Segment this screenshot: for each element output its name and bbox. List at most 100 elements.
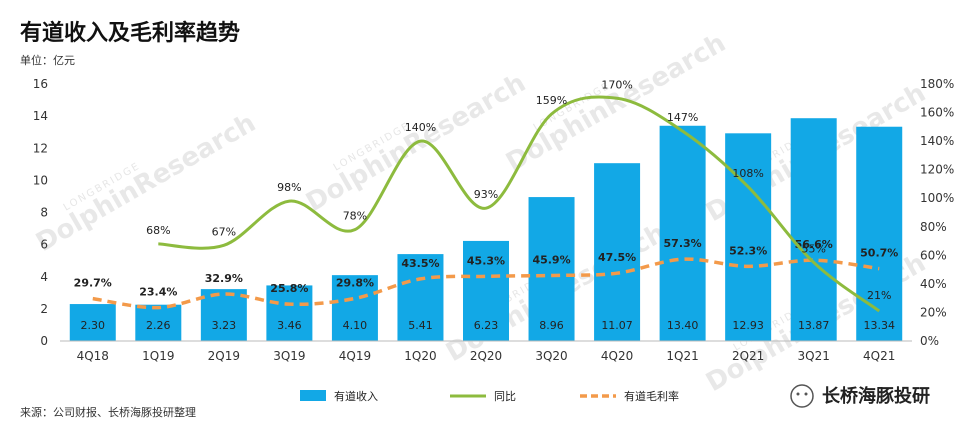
margin-value-label: 57.3%	[664, 237, 702, 250]
y-left-tick-label: 10	[33, 173, 48, 187]
yoy-value-label: 55%	[801, 242, 825, 255]
bar	[594, 163, 641, 341]
margin-value-label: 45.9%	[532, 253, 570, 266]
yoy-value-label: 21%	[867, 289, 891, 302]
bar-value-label: 3.46	[277, 319, 302, 332]
x-tick-label: 1Q19	[142, 349, 174, 363]
legend: 有道收入 同比 有道毛利率	[300, 389, 679, 403]
y-right-tick-label: 0%	[920, 334, 939, 348]
x-tick-label: 3Q20	[535, 349, 567, 363]
bar	[397, 254, 444, 341]
x-tick-label: 2Q21	[732, 349, 764, 363]
chart-title: 有道收入及毛利率趋势	[20, 20, 240, 46]
bar	[725, 133, 772, 341]
yoy-value-label: 93%	[474, 188, 498, 201]
legend-label-margin: 有道毛利率	[624, 389, 679, 403]
y-left-tick-label: 8	[40, 206, 48, 220]
yoy-value-label: 108%	[732, 167, 763, 180]
x-tick-label: 4Q18	[77, 349, 109, 363]
brand-icon-eye	[804, 392, 808, 396]
bar-value-label: 11.07	[601, 319, 633, 332]
gross-margin-line: 29.7% 23.4% 32.9% 25.8% 29.8% 43.5% 45.3% 45.9%…	[74, 237, 898, 310]
source-note: 来源：公司财报、长桥海豚投研整理	[20, 405, 196, 419]
bar-value-label: 3.23	[212, 319, 237, 332]
y-right-tick-label: 120%	[920, 163, 954, 177]
margin-value-label: 47.5%	[598, 251, 636, 264]
margin-value-label: 29.8%	[336, 276, 374, 289]
bar	[528, 197, 575, 341]
margin-value-label: 32.9%	[205, 272, 243, 285]
bar-value-label: 13.34	[863, 319, 895, 332]
bar-value-label: 2.26	[146, 319, 171, 332]
margin-value-label: 56.6%	[795, 238, 833, 251]
y-right-tick-label: 100%	[920, 191, 954, 205]
x-tick-label: 2Q19	[208, 349, 240, 363]
x-tick-label: 4Q19	[339, 349, 371, 363]
bar-value-label: 8.96	[539, 319, 564, 332]
margin-value-label: 50.7%	[860, 247, 898, 260]
margin-line-path	[92, 257, 880, 310]
y-left-tick-label: 12	[33, 141, 48, 155]
margin-value-label: 45.3%	[467, 254, 505, 267]
y-right-tick-label: 40%	[920, 277, 947, 291]
y-right-tick-label: 80%	[920, 220, 947, 234]
brand-logo: 长桥海豚投研	[790, 384, 930, 408]
bar	[856, 126, 903, 341]
yoy-line: 68% 67% 98% 78% 140% 93% 159% 170% 147% 108% 55% 21…	[146, 78, 891, 313]
y-right-tick-label: 160%	[920, 106, 954, 120]
y-left-tick-label: 0	[40, 334, 48, 348]
bar-value-label: 6.23	[474, 319, 499, 332]
bar	[463, 240, 509, 341]
x-tick-label: 2Q20	[470, 349, 502, 363]
brand-icon-eye	[796, 392, 800, 396]
y-left-tick-label: 16	[33, 77, 48, 91]
y-right-tick-label: 60%	[920, 248, 947, 262]
y-left-tick-label: 4	[40, 270, 48, 284]
legend-label-yoy: 同比	[494, 390, 516, 403]
bar-value-label: 13.87	[798, 319, 830, 332]
yoy-value-label: 170%	[601, 78, 632, 91]
brand-icon	[790, 384, 814, 408]
yoy-value-label: 78%	[343, 210, 367, 223]
yoy-value-label: 68%	[146, 224, 170, 237]
bar	[200, 289, 247, 341]
margin-value-label: 52.3%	[729, 244, 767, 257]
y-right-tick-label: 140%	[920, 134, 954, 148]
x-tick-label: 1Q21	[666, 349, 698, 363]
margin-value-label: 25.8%	[270, 282, 308, 295]
brand-name: 长桥海豚投研	[822, 385, 930, 407]
y-left-tick-label: 14	[33, 109, 48, 123]
y-left-tick-label: 6	[40, 238, 48, 252]
left-axis: 0 2 4 6 8 10 12 14 16	[33, 77, 48, 348]
revenue-bars: 2.30 2.26 3.23 3.46 4.10 5.41 6.23 8.96 11.07 13.…	[69, 118, 903, 341]
bar-value-label: 5.41	[408, 319, 433, 332]
bar-value-label: 4.10	[343, 319, 368, 332]
yoy-value-label: 140%	[405, 121, 436, 134]
x-tick-label: 4Q21	[863, 349, 895, 363]
x-axis: 4Q18 1Q19 2Q19 3Q19 4Q19 1Q20 2Q20 3Q20 4Q20 1Q21…	[60, 340, 912, 363]
margin-value-label: 23.4%	[139, 286, 177, 299]
y-right-tick-label: 20%	[920, 305, 947, 319]
yoy-line-path	[158, 95, 881, 313]
yoy-value-label: 67%	[212, 225, 236, 238]
bar	[659, 125, 706, 341]
margin-value-label: 29.7%	[74, 277, 112, 290]
bar	[135, 304, 182, 341]
x-tick-label: 4Q20	[601, 349, 633, 363]
x-tick-label: 1Q20	[404, 349, 436, 363]
bar	[790, 118, 837, 341]
bar-value-label: 12.93	[732, 319, 764, 332]
bar-value-label: 13.40	[667, 319, 699, 332]
x-tick-label: 3Q19	[273, 349, 305, 363]
yoy-value-label: 98%	[277, 181, 301, 194]
yoy-value-label: 159%	[536, 94, 567, 107]
bar	[331, 275, 378, 341]
unit-label: 单位：亿元	[20, 53, 75, 67]
legend-swatch-revenue	[300, 390, 326, 401]
legend-label-revenue: 有道收入	[334, 389, 378, 403]
y-left-tick-label: 2	[40, 302, 48, 316]
bar	[266, 285, 313, 341]
y-right-tick-label: 180%	[920, 77, 954, 91]
yoy-value-label: 147%	[667, 111, 698, 124]
